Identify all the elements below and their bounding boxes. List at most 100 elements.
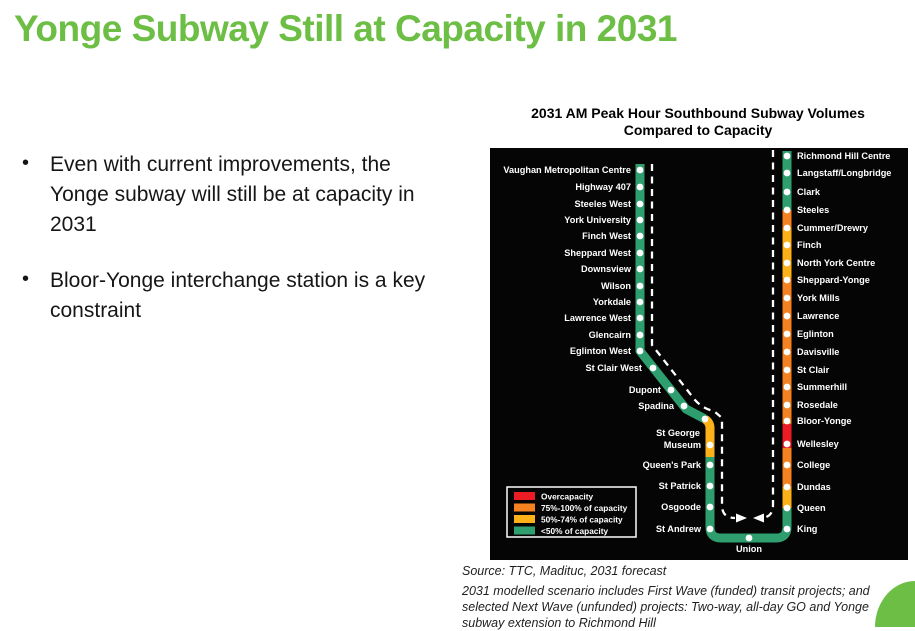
bullet-list: Even with current improvements, the Yong… xyxy=(20,149,452,353)
station-label: St Clair West xyxy=(585,363,642,373)
legend-box xyxy=(506,486,637,538)
direction-arrow-left-icon xyxy=(753,513,764,523)
station-label: York University xyxy=(564,215,632,225)
station-label: Steeles West xyxy=(574,199,631,209)
station-label: Steeles xyxy=(797,205,829,215)
station-dot xyxy=(783,401,791,409)
station-label: York Mills xyxy=(797,293,840,303)
station-dot xyxy=(701,415,709,423)
station-dot xyxy=(636,347,644,355)
station-dot xyxy=(783,259,791,267)
bullet-text: Bloor-Yonge interchange station is a key… xyxy=(50,269,426,323)
station-label: Yorkdale xyxy=(593,297,631,307)
station-dot xyxy=(783,483,791,491)
legend-label: <50% of capacity xyxy=(541,526,608,536)
station-label: Downsview xyxy=(581,264,632,274)
station-dot xyxy=(783,188,791,196)
station-dot xyxy=(636,166,644,174)
station-dot xyxy=(680,402,688,410)
station-label: Union xyxy=(736,544,762,554)
station-dot xyxy=(783,169,791,177)
station-label: Dundas xyxy=(797,482,831,492)
station-label: Lawrence xyxy=(797,311,839,321)
station-label: King xyxy=(797,524,817,534)
station-label: Davisville xyxy=(797,347,839,357)
line-segment-green xyxy=(635,164,708,423)
station-dot xyxy=(636,314,644,322)
station-label: Sheppard-Yonge xyxy=(797,275,870,285)
station-label: Wellesley xyxy=(797,439,840,449)
station-dot xyxy=(783,152,791,160)
station-label: Clark xyxy=(797,187,821,197)
station-label: Cummer/Drewry xyxy=(797,223,869,233)
station-dot xyxy=(783,276,791,284)
chart-title-line2: Compared to Capacity xyxy=(623,121,773,138)
station-label: Dupont xyxy=(629,385,661,395)
station-dot xyxy=(783,504,791,512)
station-label: Spadina xyxy=(638,401,675,411)
station-dot xyxy=(706,525,714,533)
station-dot xyxy=(706,503,714,511)
legend-label: 75%-100% of capacity xyxy=(541,503,628,513)
station-label: Finch West xyxy=(582,231,631,241)
station-dot xyxy=(783,417,791,425)
station-dot xyxy=(783,294,791,302)
station-dot xyxy=(783,366,791,374)
station-dot xyxy=(649,364,657,372)
station-dot xyxy=(667,386,675,394)
bullet-item: Bloor-Yonge interchange station is a key… xyxy=(20,265,452,326)
station-dot xyxy=(745,534,753,542)
station-dot xyxy=(783,330,791,338)
station-label: North York Centre xyxy=(797,258,875,268)
station-label: St George xyxy=(656,428,700,438)
station-dot xyxy=(636,216,644,224)
station-dot xyxy=(636,232,644,240)
legend-swatch-yellow xyxy=(514,515,535,523)
station-dot xyxy=(636,331,644,339)
station-dot xyxy=(783,224,791,232)
station-label: Wilson xyxy=(601,281,631,291)
line-segment-yellow xyxy=(702,415,715,457)
station-label: Finch xyxy=(797,240,822,250)
station-dot xyxy=(783,461,791,469)
station-label: Queen xyxy=(797,503,826,513)
station-dot xyxy=(783,241,791,249)
legend-swatch-red xyxy=(514,492,535,500)
station-dot xyxy=(783,383,791,391)
station-label: St Patrick xyxy=(659,481,702,491)
station-label: College xyxy=(797,460,830,470)
station-label: Langstaff/Longbridge xyxy=(797,168,891,178)
station-label: Museum xyxy=(664,440,701,450)
station-dot xyxy=(636,298,644,306)
chart-title-line1: 2031 AM Peak Hour Southbound Subway Volu… xyxy=(531,105,865,121)
station-label: Highway 407 xyxy=(575,182,631,192)
station-label: Eglinton West xyxy=(570,346,631,356)
source-note: Source: TTC, Madituc, 2031 forecast 2031… xyxy=(462,563,914,631)
station-label: St Clair xyxy=(797,365,830,375)
station-dot xyxy=(783,312,791,320)
slide-title: Yonge Subway Still at Capacity in 2031 xyxy=(14,8,677,49)
station-label: Summerhill xyxy=(797,382,847,392)
source-line: Source: TTC, Madituc, 2031 forecast xyxy=(462,564,667,578)
bullet-text: Even with current improvements, the Yong… xyxy=(50,153,415,236)
station-dot xyxy=(706,482,714,490)
legend-swatch-green xyxy=(514,526,535,535)
station-label: St Andrew xyxy=(656,524,702,534)
station-dot xyxy=(706,461,714,469)
station-dot xyxy=(636,200,644,208)
subway-capacity-map: Vaughan Metropolitan Centre Highway 407 St… xyxy=(503,150,891,554)
station-dot xyxy=(783,440,791,448)
station-label: Queen's Park xyxy=(643,460,702,470)
station-dot xyxy=(636,282,644,290)
bullet-item: Even with current improvements, the Yong… xyxy=(20,149,452,239)
station-dot xyxy=(783,206,791,214)
station-label: Lawrence West xyxy=(564,313,631,323)
station-label: Rosedale xyxy=(797,400,838,410)
legend-label: 50%-74% of capacity xyxy=(541,514,623,524)
station-dot xyxy=(783,525,791,533)
chart-title: 2031 AM Peak Hour Southbound Subway Volu… xyxy=(488,105,908,138)
station-label: Glencairn xyxy=(589,330,632,340)
legend-swatch-orange xyxy=(514,503,535,512)
station-label: Vaughan Metropolitan Centre xyxy=(503,165,631,175)
